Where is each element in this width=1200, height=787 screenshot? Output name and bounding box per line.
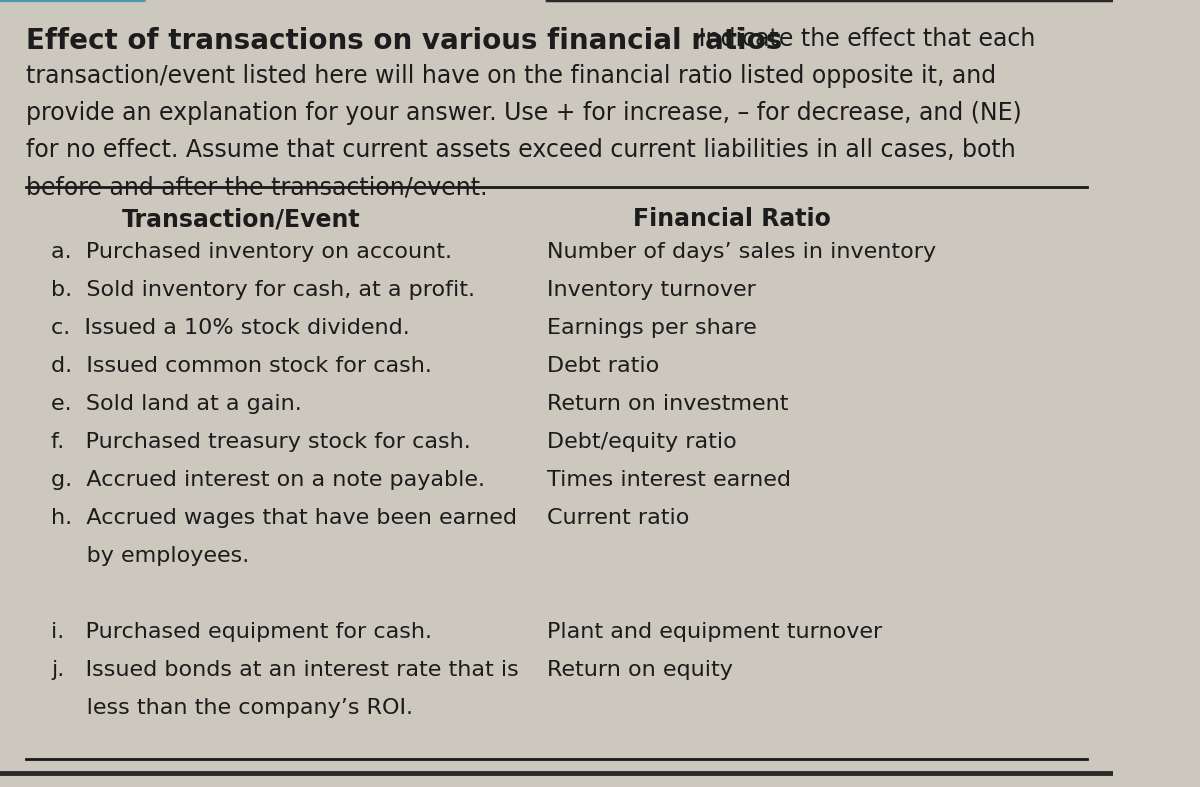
- Text: Indicate the effect that each: Indicate the effect that each: [691, 27, 1036, 51]
- Text: Plant and equipment turnover: Plant and equipment turnover: [547, 622, 882, 642]
- Text: g.  Accrued interest on a note payable.: g. Accrued interest on a note payable.: [50, 470, 485, 490]
- Text: Transaction/Event: Transaction/Event: [121, 207, 360, 231]
- Text: Debt ratio: Debt ratio: [547, 356, 659, 376]
- Text: Earnings per share: Earnings per share: [547, 318, 757, 338]
- Text: before and after the transaction/event.: before and after the transaction/event.: [26, 175, 487, 199]
- Text: by employees.: by employees.: [50, 546, 250, 566]
- Text: for no effect. Assume that current assets exceed current liabilities in all case: for no effect. Assume that current asset…: [26, 138, 1015, 162]
- Text: f.   Purchased treasury stock for cash.: f. Purchased treasury stock for cash.: [50, 432, 470, 452]
- Text: Number of days’ sales in inventory: Number of days’ sales in inventory: [547, 242, 936, 262]
- Text: Current ratio: Current ratio: [547, 508, 689, 528]
- Text: d.  Issued common stock for cash.: d. Issued common stock for cash.: [50, 356, 432, 376]
- Text: b.  Sold inventory for cash, at a profit.: b. Sold inventory for cash, at a profit.: [50, 280, 475, 300]
- Text: Times interest earned: Times interest earned: [547, 470, 791, 490]
- Text: Return on equity: Return on equity: [547, 660, 733, 680]
- Text: less than the company’s ROI.: less than the company’s ROI.: [50, 698, 413, 718]
- Text: Return on investment: Return on investment: [547, 394, 788, 414]
- Text: transaction/event listed here will have on the financial ratio listed opposite i: transaction/event listed here will have …: [26, 64, 996, 88]
- Text: provide an explanation for your answer. Use + for increase, – for decrease, and : provide an explanation for your answer. …: [26, 101, 1021, 125]
- Text: Debt/equity ratio: Debt/equity ratio: [547, 432, 737, 452]
- Text: Inventory turnover: Inventory turnover: [547, 280, 756, 300]
- Text: Effect of transactions on various financial ratios: Effect of transactions on various financ…: [26, 27, 782, 55]
- Text: c.  Issued a 10% stock dividend.: c. Issued a 10% stock dividend.: [50, 318, 409, 338]
- Text: Financial Ratio: Financial Ratio: [634, 207, 832, 231]
- Text: j.   Issued bonds at an interest rate that is: j. Issued bonds at an interest rate that…: [50, 660, 518, 680]
- Text: a.  Purchased inventory on account.: a. Purchased inventory on account.: [50, 242, 452, 262]
- Text: e.  Sold land at a gain.: e. Sold land at a gain.: [50, 394, 301, 414]
- Text: h.  Accrued wages that have been earned: h. Accrued wages that have been earned: [50, 508, 517, 528]
- Text: i.   Purchased equipment for cash.: i. Purchased equipment for cash.: [50, 622, 432, 642]
